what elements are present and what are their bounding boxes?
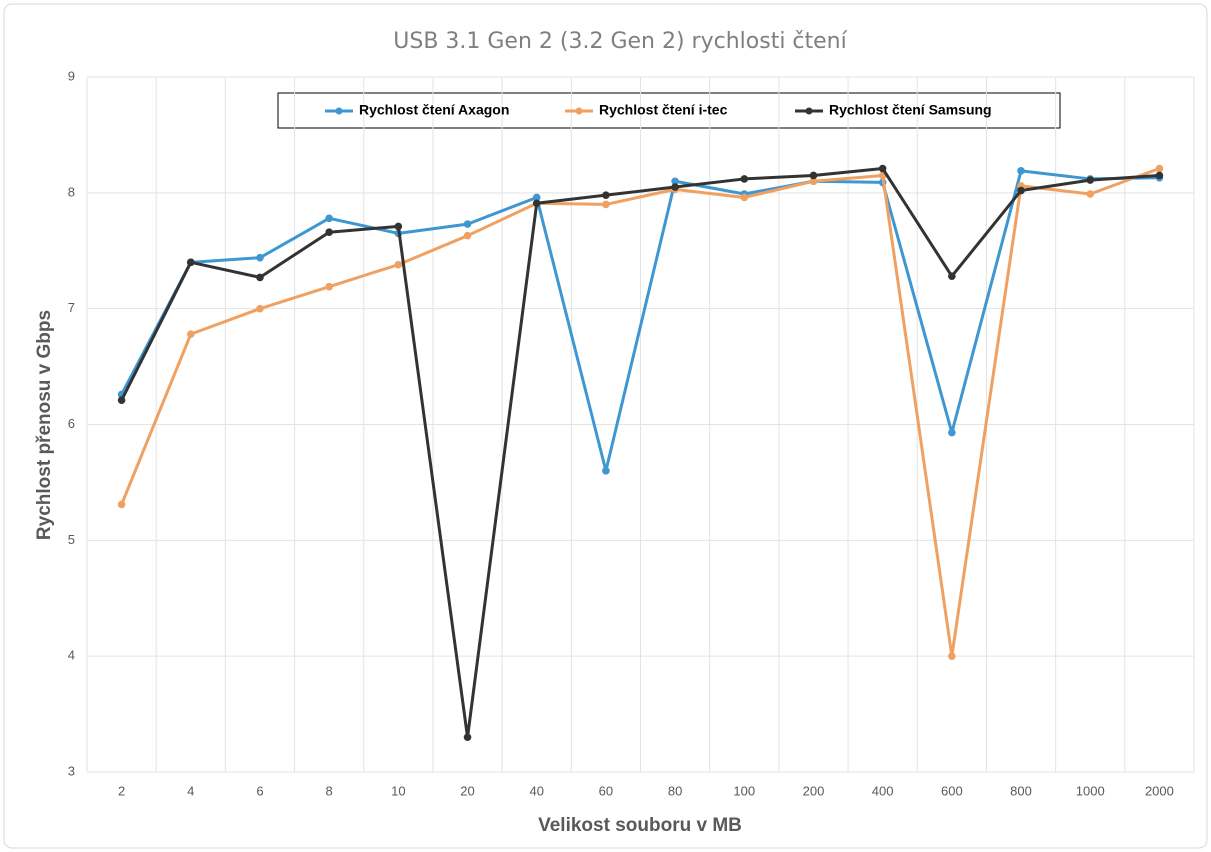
series-line — [120, 169, 1160, 473]
x-tick-label: 80 — [668, 783, 682, 798]
x-tick-label: 10 — [391, 783, 405, 798]
point — [948, 272, 956, 281]
point — [740, 193, 749, 202]
x-tick-label: 100 — [733, 783, 755, 798]
x-tick-label: 40 — [529, 783, 543, 798]
chart-frame — [3, 3, 1208, 849]
point — [325, 282, 333, 291]
x-tick-label: 2 — [118, 783, 125, 798]
y-tick-label: 3 — [68, 763, 75, 778]
point — [1155, 171, 1164, 180]
legend-label: Rychlost čtení i-tec — [599, 102, 728, 118]
x-tick-label: 800 — [1010, 783, 1032, 798]
legend-marker — [335, 107, 343, 115]
x-tick-label: 200 — [803, 783, 825, 798]
point — [602, 200, 610, 209]
point — [532, 199, 541, 208]
point — [1155, 164, 1164, 173]
x-tick-label: 1000 — [1076, 783, 1105, 798]
y-axis-title: Rychlost přenosu v Gbps — [34, 310, 55, 540]
point — [394, 222, 403, 231]
point — [809, 177, 818, 186]
y-tick-label: 7 — [68, 300, 75, 315]
point — [186, 330, 195, 338]
x-tick-label: 400 — [872, 783, 894, 798]
point — [878, 164, 887, 173]
legend-label: Rychlost čtení Axagon — [359, 102, 509, 118]
point — [948, 652, 956, 660]
point — [532, 193, 541, 202]
point — [671, 177, 679, 186]
x-tick-label: 600 — [941, 783, 963, 798]
point — [602, 191, 610, 199]
point — [186, 258, 195, 267]
point — [325, 228, 333, 237]
point — [325, 214, 333, 223]
point — [463, 220, 472, 228]
point — [1086, 190, 1095, 198]
point — [117, 500, 126, 509]
point — [1086, 176, 1095, 184]
legend-label: Rychlost čtení Samsung — [829, 102, 992, 118]
point — [740, 175, 749, 183]
legend-marker — [575, 107, 583, 115]
series-line — [120, 167, 1160, 739]
point — [809, 171, 818, 180]
x-tick-label: 6 — [256, 783, 263, 798]
point — [256, 253, 264, 262]
y-tick-label: 4 — [68, 648, 75, 663]
point — [1017, 186, 1025, 195]
y-tick-label: 6 — [68, 416, 75, 431]
point — [1017, 167, 1025, 175]
point — [256, 304, 264, 313]
x-axis-title: Velikost souboru v MB — [538, 815, 742, 836]
chart-title: USB 3.1 Gen 2 (3.2 Gen 2) rychlosti čten… — [393, 29, 847, 54]
point — [602, 467, 610, 475]
point — [463, 231, 472, 240]
legend-marker — [805, 107, 813, 115]
legend-box — [277, 92, 1061, 129]
y-tick-label: 8 — [68, 184, 75, 199]
x-tick-label: 8 — [326, 783, 333, 798]
point — [394, 260, 403, 269]
series-line — [120, 167, 1160, 658]
x-tick-label: 4 — [187, 783, 194, 798]
point — [671, 183, 679, 191]
x-tick-label: 2000 — [1145, 783, 1174, 798]
point — [117, 396, 126, 404]
x-tick-label: 60 — [599, 783, 613, 798]
point — [463, 733, 472, 742]
point — [948, 428, 956, 437]
x-tick-label: 20 — [460, 783, 474, 798]
y-tick-label: 5 — [68, 532, 75, 547]
point — [256, 273, 264, 282]
y-tick-label: 9 — [68, 68, 75, 83]
